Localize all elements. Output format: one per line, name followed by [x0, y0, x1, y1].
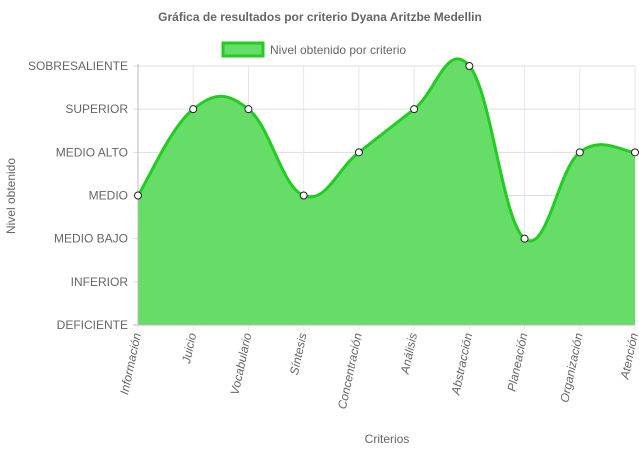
- chart-area-layer: [136, 57, 636, 325]
- x-tick-labels: Información Juicio Vocabulario Síntesis Conc…: [117, 331, 639, 410]
- y-tick-label: SOBRESALIENTE: [28, 59, 128, 73]
- data-points: [134, 62, 639, 243]
- data-point: [520, 234, 529, 243]
- y-tick-label: MEDIO: [89, 189, 128, 203]
- x-tick-label: Planeación: [504, 331, 530, 392]
- x-tick-label: Síntesis: [287, 332, 310, 377]
- x-tick-label: Abstracción: [448, 331, 475, 397]
- x-axis-label: Criterios: [365, 432, 410, 446]
- legend-swatch: [221, 41, 265, 58]
- y-tick-label: MEDIO ALTO: [56, 145, 128, 159]
- legend-label: Nivel obtenido por criterio: [270, 43, 406, 57]
- y-tick-label: INFERIOR: [71, 275, 129, 289]
- data-point: [134, 191, 142, 200]
- x-tick-label: Atención: [617, 331, 639, 381]
- x-tick-label: Información: [117, 331, 144, 396]
- chart-legend[interactable]: Nivel obtenido por criterio: [221, 41, 406, 58]
- x-tick-label: Concentración: [335, 331, 365, 410]
- y-axis-label: Nivel obtenido: [4, 158, 18, 234]
- data-point: [631, 148, 639, 157]
- data-point: [244, 105, 253, 114]
- y-tick-label: DEFICIENTE: [57, 318, 128, 332]
- series-line: [136, 57, 636, 243]
- data-point: [299, 191, 308, 200]
- chart-title: Gráfica de resultados por criterio Dyana…: [158, 10, 482, 24]
- area-fill: [138, 58, 635, 325]
- x-tick-label: Vocabulario: [228, 331, 255, 396]
- x-tick-label: Juicio: [179, 331, 199, 365]
- y-tick-label: SUPERIOR: [65, 102, 128, 116]
- data-point: [189, 105, 198, 114]
- data-point: [575, 148, 584, 157]
- data-point: [410, 105, 419, 114]
- x-tick-label: Organización: [557, 331, 585, 403]
- x-tick-label: Análisis: [398, 332, 421, 376]
- data-point: [354, 148, 363, 157]
- y-tick-label: MEDIO BAJO: [54, 232, 128, 246]
- data-point: [465, 62, 474, 70]
- y-tick-labels: DEFICIENTE INFERIOR MEDIO BAJO MEDIO MEDIO A…: [28, 59, 128, 332]
